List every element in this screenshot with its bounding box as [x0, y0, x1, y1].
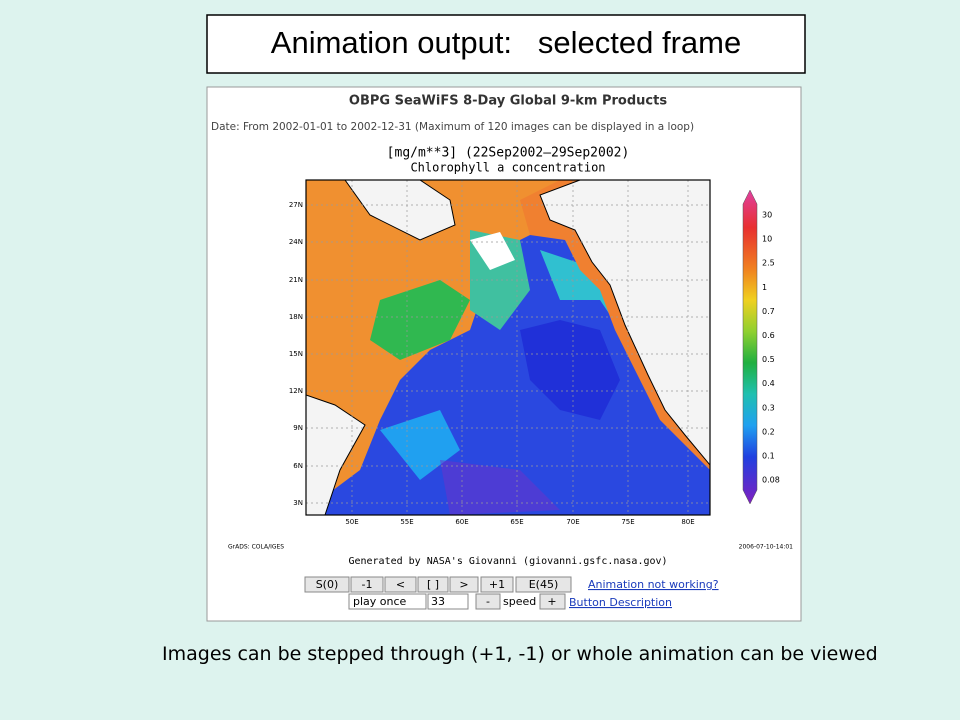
- frame-input[interactable]: [427, 593, 469, 610]
- plot-title: [mg/m**3] (22Sep2002–29Sep2002): [387, 146, 630, 161]
- nav-button[interactable]: [449, 576, 479, 593]
- colorbar-label: 0.3: [762, 403, 775, 412]
- lat-label: 3N: [293, 499, 303, 507]
- help-link[interactable]: Animation not working?: [588, 578, 719, 591]
- date-range: Date: From 2002-01-01 to 2002-12-31 (Max…: [211, 121, 694, 133]
- lon-label: 75E: [621, 518, 634, 526]
- colorbar-label: 0.2: [762, 427, 775, 436]
- credit-left: GrADS: COLA/IGES: [228, 544, 284, 551]
- button-description-link[interactable]: Button Description: [569, 596, 672, 609]
- map-frame: [305, 179, 711, 516]
- nav-button[interactable]: [515, 576, 572, 593]
- colorbar-label: 1: [762, 283, 767, 292]
- frame-value: 33: [431, 595, 445, 608]
- nav-button-label: -1: [362, 578, 373, 591]
- colorbar: [742, 189, 758, 505]
- nav-button-label: [ ]: [427, 578, 439, 591]
- speed-label: speed: [503, 595, 536, 608]
- colorbar-label: 0.7: [762, 307, 775, 316]
- speed-down-button[interactable]: [475, 593, 501, 610]
- nav-button-label: S(0): [316, 578, 339, 591]
- lat-label: 18N: [289, 313, 303, 321]
- nav-button[interactable]: [350, 576, 384, 593]
- lat-label: 12N: [289, 387, 303, 395]
- nav-button-label: >: [459, 578, 468, 591]
- lon-label: 70E: [566, 518, 579, 526]
- nav-button[interactable]: [417, 576, 449, 593]
- colorbar-label: 2.5: [762, 259, 775, 268]
- nav-button-label: +1: [489, 578, 505, 591]
- loop-select[interactable]: [348, 593, 427, 610]
- colorbar-label: 10: [762, 235, 772, 244]
- lat-label: 6N: [293, 462, 303, 470]
- lat-label: 24N: [289, 238, 303, 246]
- nav-button-label: <: [396, 578, 405, 591]
- nav-button[interactable]: [480, 576, 514, 593]
- lon-label: 55E: [400, 518, 413, 526]
- nav-button[interactable]: [304, 576, 350, 593]
- colorbar-label: 0.08: [762, 476, 780, 485]
- speed-down-label: -: [486, 595, 490, 608]
- colorbar-label: 0.1: [762, 452, 775, 461]
- lon-label: 60E: [455, 518, 468, 526]
- chlorophyll-map: [306, 180, 710, 515]
- lat-label: 27N: [289, 201, 303, 209]
- nav-button-label: E(45): [529, 578, 559, 591]
- timestamp: 2006-07-10-14:01: [739, 544, 794, 551]
- caption: Images can be stepped through (+1, -1) o…: [162, 643, 878, 665]
- colorbar-label: 0.6: [762, 331, 775, 340]
- credit-center: Generated by NASA's Giovanni (giovanni.g…: [348, 556, 667, 567]
- colorbar-label: 0.4: [762, 379, 775, 388]
- speed-up-button[interactable]: [539, 593, 566, 610]
- slide-title: Animation output: selected frame: [271, 25, 741, 60]
- nav-button[interactable]: [384, 576, 417, 593]
- lat-label: 9N: [293, 424, 303, 432]
- speed-up-label: +: [547, 595, 556, 608]
- title-box: [206, 14, 806, 74]
- page-heading: OBPG SeaWiFS 8-Day Global 9-km Products: [349, 94, 667, 109]
- colorbar-label: 30: [762, 211, 772, 220]
- lon-label: 80E: [681, 518, 694, 526]
- lat-label: 21N: [289, 276, 303, 284]
- plot-subtitle: Chlorophyll a concentration: [410, 161, 605, 175]
- lon-label: 65E: [510, 518, 523, 526]
- lon-label: 50E: [345, 518, 358, 526]
- loop-mode: play once: [353, 595, 407, 608]
- colorbar-label: 0.5: [762, 355, 775, 364]
- lat-label: 15N: [289, 350, 303, 358]
